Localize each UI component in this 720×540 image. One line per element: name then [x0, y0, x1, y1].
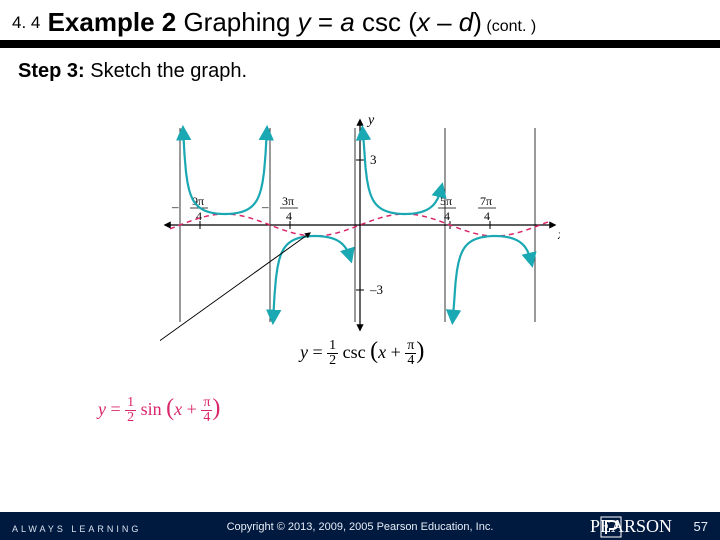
title-x: x — [417, 7, 430, 37]
sin-inner-num: π — [201, 396, 212, 411]
svg-text:–: – — [171, 199, 179, 214]
svg-text:y: y — [366, 113, 375, 128]
title-cont: (cont. ) — [482, 18, 536, 35]
sin-inner-den: 4 — [201, 411, 212, 425]
sin-coef-num: 1 — [125, 396, 136, 411]
equation-csc: y = 12 csc (x + π4) — [300, 338, 424, 368]
svg-text:5π: 5π — [440, 194, 452, 208]
title-bar: 4. 4 Example 2 Graphing y = a csc (x – d… — [0, 0, 720, 44]
footer: ALWAYS LEARNING Copyright © 2013, 2009, … — [0, 512, 720, 540]
step-body: Sketch the graph. — [85, 60, 247, 82]
step-text: Step 3: Sketch the graph. — [18, 60, 247, 83]
title-eq: = — [311, 7, 341, 37]
slide: 4. 4 Example 2 Graphing y = a csc (x – d… — [0, 0, 720, 540]
svg-text:–: – — [261, 199, 269, 214]
svg-text:4: 4 — [484, 209, 490, 223]
sin-coef-den: 2 — [125, 411, 136, 425]
svg-text:4: 4 — [196, 209, 202, 223]
title-prefix: Example 2 — [48, 7, 177, 37]
title-underline — [0, 40, 720, 48]
csc-inner-num: π — [405, 339, 416, 354]
slide-number: 57 — [694, 519, 708, 534]
svg-text:3: 3 — [370, 152, 377, 167]
title-y: y — [298, 7, 311, 37]
title-a: a — [340, 7, 354, 37]
csc-func: csc — [343, 342, 366, 362]
title-func: csc ( — [355, 7, 417, 37]
svg-text:3π: 3π — [282, 194, 294, 208]
csc-inner-den: 4 — [405, 354, 416, 368]
svg-text:4: 4 — [286, 209, 292, 223]
csc-coef-num: 1 — [327, 339, 338, 354]
pearson-brand: PEARSON — [590, 516, 672, 537]
title-rest: Graphing — [176, 7, 297, 37]
title-close: ) — [473, 7, 482, 37]
sin-func: sin — [141, 399, 162, 419]
title-minus: – — [430, 7, 459, 37]
title-d: d — [459, 7, 473, 37]
svg-text:7π: 7π — [480, 194, 492, 208]
section-number: 4. 4 — [12, 13, 40, 32]
step-label: Step 3: — [18, 60, 85, 82]
csc-coef-den: 2 — [327, 354, 338, 368]
svg-text:x: x — [557, 228, 560, 243]
svg-text:–3: –3 — [369, 282, 383, 297]
equation-sin: y = 12 sin (x + π4) — [98, 395, 220, 425]
